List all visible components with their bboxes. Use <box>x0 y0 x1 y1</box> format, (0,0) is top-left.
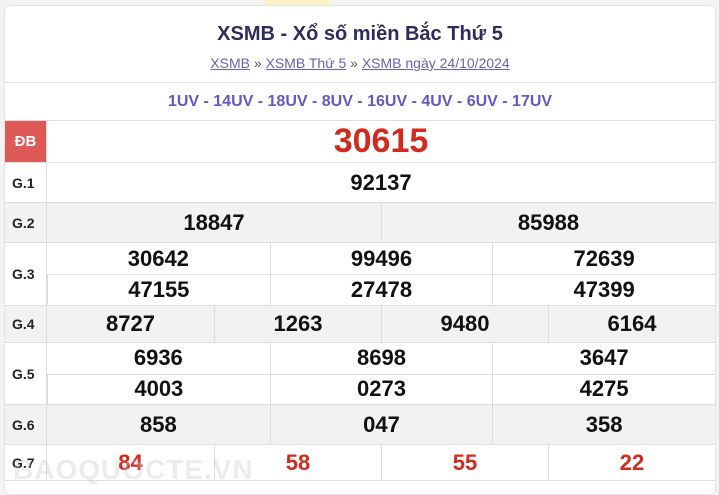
prize-row-4: G.4 8727 1263 9480 6164 <box>5 306 715 343</box>
prize-number: 30615 <box>333 122 429 160</box>
prize-number: 9480 <box>381 306 548 342</box>
prize-row-3: G.3 30642 99496 72639 47155 27478 47399 <box>5 243 715 306</box>
prize-row-2: G.2 18847 85988 <box>5 203 715 243</box>
prize-number: 1263 <box>214 306 381 342</box>
breadcrumb-date[interactable]: XSMB ngày 24/10/2024 <box>361 55 510 71</box>
prize-number: 99496 <box>269 243 493 274</box>
prize-number: 4003 <box>47 373 270 404</box>
prize-label: G.2 <box>5 203 47 242</box>
prize-number: 92137 <box>350 169 412 195</box>
prize-label: G.3 <box>5 243 47 305</box>
breadcrumb-xsmb-thu5[interactable]: XSMB Thứ 5 <box>265 55 347 71</box>
prize-number: 3647 <box>492 343 715 374</box>
results-card: XSMB - Xổ số miền Bắc Thứ 5 XSMB » XSMB … <box>4 5 716 495</box>
breadcrumb-separator: » <box>253 55 262 71</box>
prize-row-5: G.5 6936 8698 3647 4003 0273 4275 <box>5 343 715 405</box>
prize-number: 22 <box>548 445 715 480</box>
prize-number: 8698 <box>269 343 493 374</box>
special-codes: 1UV - 14UV - 18UV - 8UV - 16UV - 4UV - 6… <box>5 83 715 121</box>
prize-number: 84 <box>118 449 143 475</box>
prize-number: 047 <box>269 405 493 444</box>
prize-number: 358 <box>492 405 715 444</box>
results-header: XSMB - Xổ số miền Bắc Thứ 5 XSMB » XSMB … <box>5 6 715 83</box>
prize-number: 4275 <box>492 373 715 404</box>
prize-number: 8727 <box>106 311 155 336</box>
prize-number: 47155 <box>47 274 270 305</box>
prize-number: 18847 <box>183 209 245 235</box>
prize-label: G.4 <box>5 306 47 342</box>
prize-number: 30642 <box>127 245 189 271</box>
prize-label: ĐB <box>5 121 47 162</box>
prize-label: G.1 <box>5 163 47 202</box>
prize-label: G.7 <box>5 445 47 480</box>
prize-number: 6164 <box>548 306 715 342</box>
prize-number: 47399 <box>492 274 715 305</box>
prize-number: 55 <box>381 445 548 480</box>
prize-number: 6936 <box>133 345 183 371</box>
prize-number: 0273 <box>269 373 493 404</box>
breadcrumb: XSMB » XSMB Thứ 5 » XSMB ngày 24/10/2024 <box>5 55 715 71</box>
breadcrumb-separator: » <box>350 55 358 71</box>
prize-number: 858 <box>139 411 177 437</box>
prize-number: 72639 <box>492 243 715 274</box>
breadcrumb-xsmb[interactable]: XSMB <box>210 55 250 71</box>
prize-number: 27478 <box>269 274 493 305</box>
prize-row-6: G.6 858 047 358 <box>5 405 715 445</box>
prize-number: 58 <box>214 445 381 480</box>
prize-label: G.6 <box>5 405 47 444</box>
prize-label: G.5 <box>5 343 47 404</box>
top-tab-highlight <box>265 0 330 5</box>
page-title: XSMB - Xổ số miền Bắc Thứ 5 <box>217 23 503 45</box>
prize-row-special: ĐB 30615 <box>5 121 715 163</box>
prize-row-1: G.1 92137 <box>5 163 715 203</box>
prize-number: 85988 <box>381 203 715 242</box>
prize-row-7: G.7 84 58 55 22 <box>5 445 715 481</box>
